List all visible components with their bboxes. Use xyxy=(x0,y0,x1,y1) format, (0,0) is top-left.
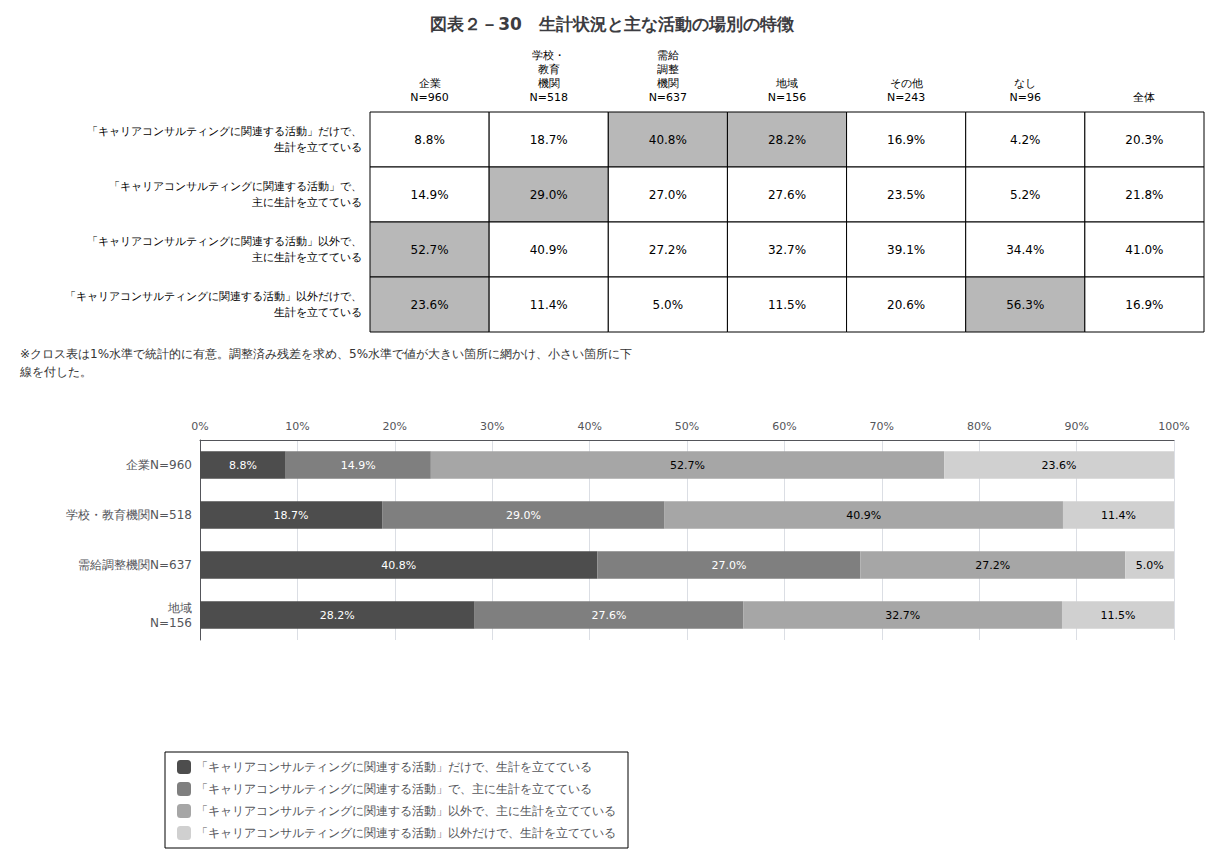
svg-text:「キャリアコンサルティングに関連する活動」以外だけで、生計を: 「キャリアコンサルティングに関連する活動」以外だけで、生計を立てている xyxy=(196,826,616,840)
svg-text:70%: 70% xyxy=(870,420,894,433)
svg-text:27.2%: 27.2% xyxy=(649,243,687,257)
svg-text:「キャリアコンサルティングに関連する活動」で、: 「キャリアコンサルティングに関連する活動」で、 xyxy=(109,180,362,193)
svg-text:14.9%: 14.9% xyxy=(341,459,376,472)
svg-text:10%: 10% xyxy=(285,420,309,433)
svg-text:N=156: N=156 xyxy=(768,91,806,104)
svg-text:29.0%: 29.0% xyxy=(506,509,541,522)
svg-text:41.0%: 41.0% xyxy=(1125,243,1163,257)
svg-text:教育: 教育 xyxy=(538,63,560,76)
svg-text:20%: 20% xyxy=(383,420,407,433)
svg-text:学校・: 学校・ xyxy=(532,49,565,62)
svg-text:需給調整機関N=637: 需給調整機関N=637 xyxy=(78,558,192,572)
svg-text:20.3%: 20.3% xyxy=(1125,133,1163,147)
svg-text:40.9%: 40.9% xyxy=(530,243,568,257)
svg-text:21.8%: 21.8% xyxy=(1125,188,1163,202)
svg-text:34.4%: 34.4% xyxy=(1006,243,1044,257)
svg-text:60%: 60% xyxy=(772,420,796,433)
svg-text:企業N=960: 企業N=960 xyxy=(126,458,192,472)
svg-text:調整: 調整 xyxy=(657,63,679,76)
svg-text:40.8%: 40.8% xyxy=(649,133,687,147)
svg-text:「キャリアコンサルティングに関連する活動」以外だけで、: 「キャリアコンサルティングに関連する活動」以外だけで、 xyxy=(65,290,362,303)
svg-text:14.9%: 14.9% xyxy=(411,188,449,202)
svg-text:32.7%: 32.7% xyxy=(885,609,920,622)
svg-text:23.5%: 23.5% xyxy=(887,188,925,202)
svg-text:18.7%: 18.7% xyxy=(274,509,309,522)
svg-text:30%: 30% xyxy=(480,420,504,433)
svg-text:図表２－30 生計状況と主な活動の場別の特徴: 図表２－30 生計状況と主な活動の場別の特徴 xyxy=(430,14,795,34)
svg-text:28.2%: 28.2% xyxy=(768,133,806,147)
svg-text:生計を立てている: 生計を立てている xyxy=(274,141,362,154)
svg-text:32.7%: 32.7% xyxy=(768,243,806,257)
svg-text:11.5%: 11.5% xyxy=(768,298,806,312)
svg-text:8.8%: 8.8% xyxy=(414,133,445,147)
svg-text:28.2%: 28.2% xyxy=(320,609,355,622)
svg-text:線を付した。: 線を付した。 xyxy=(19,365,92,379)
svg-text:その他: その他 xyxy=(890,77,923,90)
svg-text:11.4%: 11.4% xyxy=(530,298,568,312)
svg-text:N=960: N=960 xyxy=(410,91,448,104)
svg-text:N=637: N=637 xyxy=(649,91,687,104)
svg-text:40%: 40% xyxy=(577,420,601,433)
svg-text:4.2%: 4.2% xyxy=(1010,133,1041,147)
svg-text:学校・教育機関N=518: 学校・教育機関N=518 xyxy=(66,508,192,522)
svg-text:「キャリアコンサルティングに関連する活動」だけで、: 「キャリアコンサルティングに関連する活動」だけで、 xyxy=(87,125,362,138)
svg-text:需給: 需給 xyxy=(657,49,679,62)
svg-text:N=243: N=243 xyxy=(887,91,925,104)
svg-text:機関: 機関 xyxy=(538,77,560,90)
svg-text:N=156: N=156 xyxy=(150,616,192,630)
svg-text:20.6%: 20.6% xyxy=(887,298,925,312)
svg-text:主に生計を立てている: 主に生計を立てている xyxy=(252,251,362,264)
svg-text:16.9%: 16.9% xyxy=(887,133,925,147)
svg-text:「キャリアコンサルティングに関連する活動」だけで、生計を立て: 「キャリアコンサルティングに関連する活動」だけで、生計を立てている xyxy=(196,760,592,774)
svg-text:39.1%: 39.1% xyxy=(887,243,925,257)
svg-text:N=518: N=518 xyxy=(529,91,567,104)
svg-text:40.8%: 40.8% xyxy=(381,559,416,572)
svg-text:11.5%: 11.5% xyxy=(1101,609,1136,622)
svg-text:「キャリアコンサルティングに関連する活動」で、主に生計を立て: 「キャリアコンサルティングに関連する活動」で、主に生計を立てている xyxy=(196,782,592,796)
svg-text:5.0%: 5.0% xyxy=(1136,559,1164,572)
svg-text:5.2%: 5.2% xyxy=(1010,188,1041,202)
svg-text:23.6%: 23.6% xyxy=(411,298,449,312)
svg-text:16.9%: 16.9% xyxy=(1125,298,1163,312)
svg-text:29.0%: 29.0% xyxy=(530,188,568,202)
svg-text:生計を立てている: 生計を立てている xyxy=(274,306,362,319)
svg-text:23.6%: 23.6% xyxy=(1042,459,1077,472)
svg-text:地域: 地域 xyxy=(775,77,798,90)
svg-text:N=96: N=96 xyxy=(1010,91,1041,104)
svg-text:52.7%: 52.7% xyxy=(411,243,449,257)
svg-text:100%: 100% xyxy=(1158,420,1189,433)
svg-text:8.8%: 8.8% xyxy=(229,459,257,472)
svg-text:企業: 企業 xyxy=(419,77,441,90)
svg-text:56.3%: 56.3% xyxy=(1006,298,1044,312)
svg-text:11.4%: 11.4% xyxy=(1101,509,1136,522)
svg-text:全体: 全体 xyxy=(1133,91,1155,104)
svg-text:地域: 地域 xyxy=(167,601,192,615)
svg-text:0%: 0% xyxy=(191,420,208,433)
svg-text:27.6%: 27.6% xyxy=(768,188,806,202)
svg-text:機関: 機関 xyxy=(657,77,679,90)
svg-text:90%: 90% xyxy=(1064,420,1088,433)
svg-text:27.2%: 27.2% xyxy=(975,559,1010,572)
svg-text:27.6%: 27.6% xyxy=(592,609,627,622)
svg-text:「キャリアコンサルティングに関連する活動」以外で、主に生計を: 「キャリアコンサルティングに関連する活動」以外で、主に生計を立てている xyxy=(196,804,616,818)
svg-text:52.7%: 52.7% xyxy=(670,459,705,472)
svg-text:50%: 50% xyxy=(675,420,699,433)
svg-text:なし: なし xyxy=(1014,77,1036,90)
svg-text:80%: 80% xyxy=(967,420,991,433)
svg-text:27.0%: 27.0% xyxy=(649,188,687,202)
svg-text:18.7%: 18.7% xyxy=(530,133,568,147)
svg-text:「キャリアコンサルティングに関連する活動」以外で、: 「キャリアコンサルティングに関連する活動」以外で、 xyxy=(87,235,362,248)
svg-text:5.0%: 5.0% xyxy=(653,298,684,312)
svg-text:27.0%: 27.0% xyxy=(711,559,746,572)
svg-text:主に生計を立てている: 主に生計を立てている xyxy=(252,196,362,209)
svg-text:40.9%: 40.9% xyxy=(846,509,881,522)
svg-text:※クロス表は1%水準で統計的に有意。調整済み残差を求め、5%: ※クロス表は1%水準で統計的に有意。調整済み残差を求め、5%水準で値が大きい箇所… xyxy=(20,347,632,361)
